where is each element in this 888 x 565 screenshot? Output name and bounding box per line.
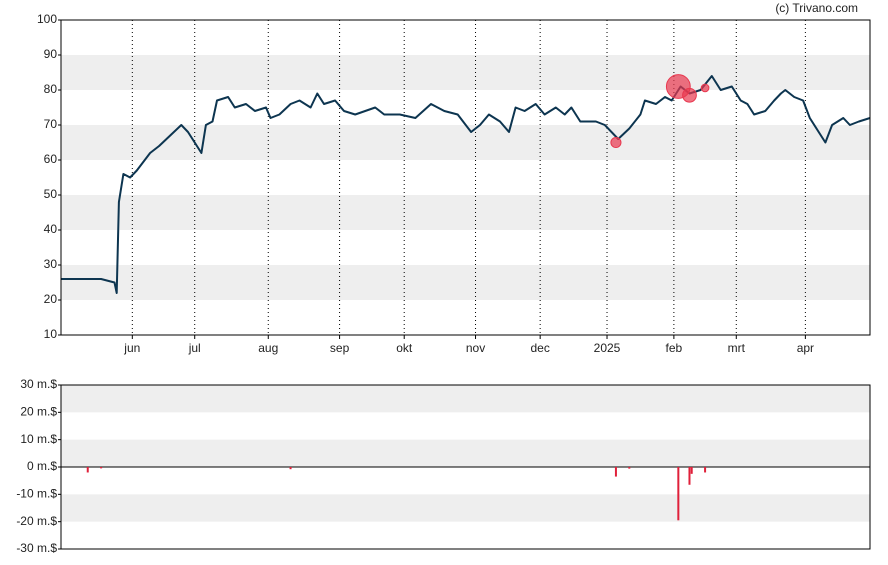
y-tick-label: 60 bbox=[44, 152, 58, 166]
plot-frame bbox=[60, 384, 871, 550]
grid-band bbox=[61, 385, 870, 413]
bar bbox=[688, 467, 691, 485]
x-tick-label: nov bbox=[466, 341, 485, 355]
grid-band bbox=[61, 125, 870, 160]
y-tick-label: 80 bbox=[44, 82, 58, 96]
bar bbox=[690, 467, 693, 474]
plot-frame bbox=[60, 19, 871, 336]
trade-marker bbox=[700, 83, 710, 93]
y-tick-label: 10 bbox=[44, 327, 58, 341]
y-tick-label: 20 m.$ bbox=[20, 405, 57, 419]
x-tick-label: okt bbox=[396, 341, 413, 355]
trade-marker bbox=[610, 136, 622, 149]
grid-band bbox=[61, 494, 870, 522]
x-tick-label: aug bbox=[258, 341, 278, 355]
y-tick-label: -20 m.$ bbox=[16, 514, 57, 528]
grid-band bbox=[61, 195, 870, 230]
x-tick-label: apr bbox=[797, 341, 814, 355]
y-tick-label: 30 m.$ bbox=[20, 377, 57, 391]
bar bbox=[289, 467, 292, 470]
y-tick-label: 40 bbox=[44, 222, 58, 236]
x-tick-label: jul bbox=[188, 341, 201, 355]
bar bbox=[677, 467, 680, 521]
x-tick-label: 2025 bbox=[594, 341, 621, 355]
grid-band bbox=[61, 55, 870, 90]
x-tick-label: dec bbox=[530, 341, 549, 355]
bar bbox=[100, 467, 103, 469]
bar bbox=[704, 467, 707, 473]
credit: (c) Trivano.com bbox=[775, 1, 858, 15]
x-tick-label: sep bbox=[330, 341, 350, 355]
y-tick-label: -10 m.$ bbox=[16, 487, 57, 501]
price-line bbox=[61, 75, 871, 294]
y-tick-label: 90 bbox=[44, 47, 58, 61]
x-tick-label: mrt bbox=[728, 341, 746, 355]
y-tick-label: 0 m.$ bbox=[27, 459, 57, 473]
grid-band bbox=[61, 439, 870, 467]
bar bbox=[86, 467, 89, 473]
y-tick-label: 20 bbox=[44, 292, 58, 306]
x-tick-label: feb bbox=[666, 341, 683, 355]
grid-band bbox=[61, 265, 870, 300]
y-tick-label: 30 bbox=[44, 257, 58, 271]
trade-marker bbox=[682, 87, 697, 103]
y-tick-label: 10 m.$ bbox=[20, 432, 57, 446]
y-tick-label: -30 m.$ bbox=[16, 541, 57, 555]
bar bbox=[628, 467, 631, 469]
y-tick-label: 70 bbox=[44, 117, 58, 131]
x-tick-label: jun bbox=[123, 341, 140, 355]
y-tick-label: 50 bbox=[44, 187, 58, 201]
bar bbox=[614, 467, 617, 477]
y-tick-label: 100 bbox=[37, 12, 57, 26]
